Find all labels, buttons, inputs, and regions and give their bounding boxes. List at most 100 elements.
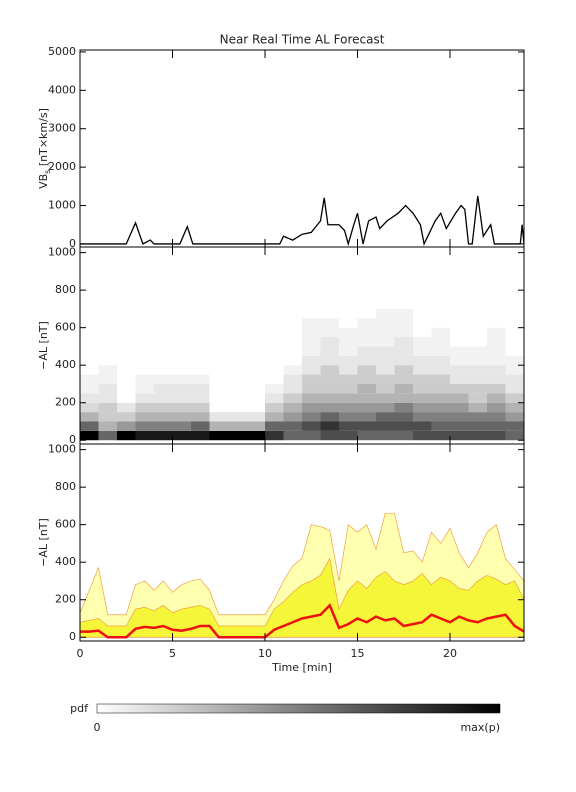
pdf-cell — [228, 393, 247, 403]
pdf-cell — [283, 421, 302, 431]
pdf-cell — [431, 365, 450, 375]
pdf-cell — [80, 421, 99, 431]
pdf-cell — [265, 421, 284, 431]
pdf-cell — [209, 346, 228, 356]
panel-frame — [79, 49, 525, 248]
pdf-cell — [191, 365, 210, 375]
pdf-cell — [228, 421, 247, 431]
pdf-cell — [302, 374, 321, 384]
pdf-cell — [117, 412, 136, 422]
pdf-cell — [376, 374, 395, 384]
pdf-cell — [339, 308, 358, 319]
pdf-cell — [117, 327, 136, 338]
pdf-cell — [80, 308, 99, 319]
pdf-cell — [98, 365, 117, 375]
pdf-cell — [505, 402, 524, 413]
pdf-cell — [135, 412, 154, 422]
pdf-cell — [135, 393, 154, 403]
colorbar-max: max(p) — [460, 721, 500, 734]
pdf-cell — [376, 346, 395, 356]
pdf-cell — [302, 430, 321, 441]
pdf-cell — [302, 412, 321, 422]
pdf-cell — [191, 318, 210, 328]
pdf-cell — [431, 327, 450, 338]
pdf-cell — [98, 337, 117, 347]
pdf-cell — [228, 346, 247, 356]
pdf-cell — [450, 318, 469, 328]
pdf-cell — [394, 430, 413, 441]
pdf-cell — [283, 374, 302, 384]
pdf-cell — [413, 412, 432, 422]
pdf-cell — [172, 374, 191, 384]
pdf-cell — [228, 365, 247, 375]
y-axis-label-unit: [nT×km/s] — [37, 108, 50, 170]
pdf-cell — [246, 327, 265, 338]
pdf-cell — [339, 374, 358, 384]
pdf-cell — [135, 355, 154, 366]
pdf-cell — [413, 421, 432, 431]
pdf-cell — [468, 412, 487, 422]
pdf-cell — [172, 355, 191, 366]
pdf-cell — [246, 402, 265, 413]
pdf-cell — [339, 346, 358, 356]
pdf-cell — [320, 365, 339, 375]
pdf-cell — [450, 337, 469, 347]
pdf-cell — [302, 346, 321, 356]
pdf-cell — [191, 346, 210, 356]
pdf-cell — [487, 402, 506, 413]
pdf-cell — [191, 355, 210, 366]
pdf-cell — [505, 412, 524, 422]
pdf-cell — [154, 327, 173, 338]
pdf-cell — [487, 318, 506, 328]
pdf-cell — [357, 412, 376, 422]
y-tick-label: 1000 — [48, 443, 76, 456]
y-tick-label: 800 — [55, 480, 76, 493]
pdf-cell — [172, 430, 191, 441]
pdf-cell — [265, 393, 284, 403]
pdf-cell — [468, 430, 487, 441]
pdf-cell — [98, 412, 117, 422]
pdf-cell — [376, 383, 395, 394]
pdf-cell — [265, 402, 284, 413]
pdf-cell — [339, 402, 358, 413]
pdf-cell — [394, 374, 413, 384]
pdf-cell — [80, 327, 99, 338]
pdf-cell — [468, 346, 487, 356]
pdf-cell — [98, 421, 117, 431]
pdf-cell — [394, 308, 413, 319]
pdf-cell — [376, 327, 395, 338]
pdf-cell — [80, 430, 99, 441]
x-tick-label: 0 — [77, 647, 84, 660]
pdf-cell — [394, 412, 413, 422]
pdf-cell — [431, 308, 450, 319]
pdf-cell — [209, 337, 228, 347]
pdf-cell — [154, 355, 173, 366]
pdf-cell — [154, 393, 173, 403]
pdf-cell — [468, 355, 487, 366]
pdf-cell — [154, 421, 173, 431]
pdf-cell — [487, 327, 506, 338]
colorbar — [96, 703, 501, 714]
pdf-cell — [468, 374, 487, 384]
pdf-cell — [376, 393, 395, 403]
pdf-cell — [431, 383, 450, 394]
y-tick-label: 1000 — [48, 199, 76, 212]
y-tick-label: 0 — [69, 630, 76, 643]
pdf-cell — [339, 365, 358, 375]
pdf-cell — [431, 318, 450, 328]
y-tick-label: 3000 — [48, 122, 76, 135]
pdf-cell — [283, 412, 302, 422]
pdf-cell — [505, 365, 524, 375]
pdf-cell — [172, 308, 191, 319]
pdf-cell — [376, 308, 395, 319]
pdf-cell — [487, 337, 506, 347]
pdf-cell — [172, 365, 191, 375]
pdf-cell — [98, 383, 117, 394]
pdf-cell — [468, 383, 487, 394]
pdf-cell — [431, 430, 450, 441]
pdf-cell — [80, 412, 99, 422]
pdf-cell — [228, 327, 247, 338]
pdf-cell — [246, 374, 265, 384]
pdf-cell — [339, 337, 358, 347]
